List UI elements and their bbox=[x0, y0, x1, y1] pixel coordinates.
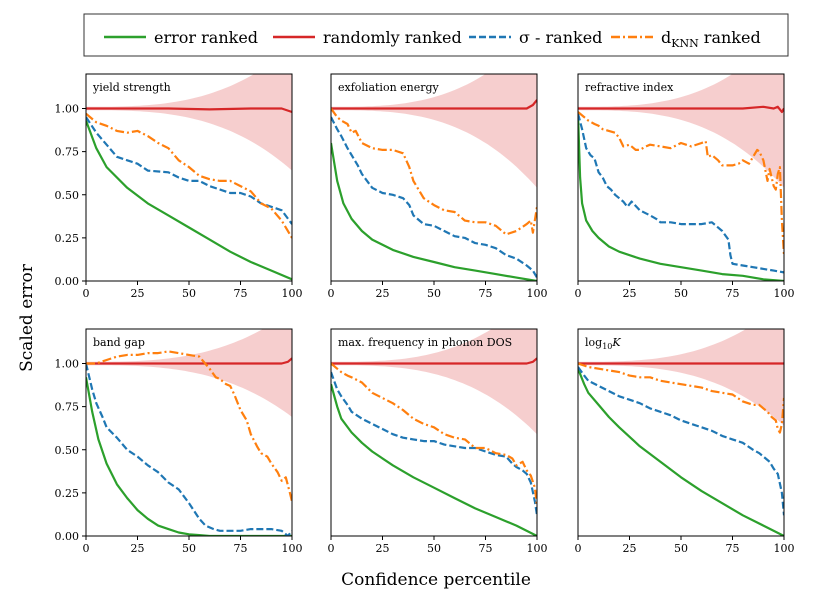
y-tick-label: 0.00 bbox=[55, 530, 80, 543]
series-sigma bbox=[331, 371, 537, 516]
panel-title: exfoliation energy bbox=[338, 81, 440, 94]
random-band bbox=[331, 74, 537, 188]
panel-3: refractive index 0 25 50 75 100 bbox=[575, 73, 795, 300]
legend: error ranked randomly ranked σ - ranked dKN… bbox=[83, 13, 789, 57]
panel-title: log10K bbox=[585, 336, 621, 351]
panel-title: refractive index bbox=[585, 81, 674, 94]
y-tick-label: 0.75 bbox=[55, 401, 80, 414]
series-sigma bbox=[578, 113, 784, 274]
legend-label-sigma: σ - ranked bbox=[519, 28, 602, 47]
series-error bbox=[331, 142, 537, 281]
x-tick-label: 50 bbox=[674, 542, 688, 555]
random-band bbox=[86, 74, 292, 171]
series-random bbox=[331, 357, 537, 365]
series-sigma bbox=[86, 363, 292, 536]
series-dknn bbox=[578, 362, 784, 434]
x-tick-label: 75 bbox=[726, 542, 740, 555]
series-random bbox=[86, 357, 292, 365]
x-tick-label: 25 bbox=[131, 287, 145, 300]
series-dknn bbox=[331, 362, 537, 507]
y-tick-label: 0.25 bbox=[55, 232, 80, 245]
series-random bbox=[86, 107, 292, 114]
x-tick-label: 50 bbox=[674, 287, 688, 300]
panel-2: exfoliation energy 0 25 50 75 100 bbox=[328, 73, 548, 300]
legend-label-random: randomly ranked bbox=[323, 28, 462, 47]
series-error bbox=[86, 120, 292, 281]
y-tick-label: 0.75 bbox=[55, 146, 80, 159]
panel-5: max. frequency in phonon DOS 0 25 50 75 100 bbox=[328, 328, 548, 555]
series-error bbox=[578, 368, 784, 536]
x-tick-label: 25 bbox=[623, 287, 637, 300]
x-tick-label: 75 bbox=[479, 542, 493, 555]
series-dknn bbox=[86, 112, 292, 239]
x-tick-label: 100 bbox=[282, 287, 303, 300]
series-random bbox=[331, 99, 537, 110]
series-dknn bbox=[331, 107, 537, 236]
x-tick-label: 25 bbox=[131, 542, 145, 555]
x-tick-label: 0 bbox=[575, 542, 582, 555]
series-random bbox=[578, 105, 784, 114]
x-tick-label: 50 bbox=[182, 542, 196, 555]
x-tick-label: 100 bbox=[527, 542, 548, 555]
y-tick-label: 0.00 bbox=[55, 275, 80, 288]
x-tick-label: 75 bbox=[479, 287, 493, 300]
series-error bbox=[331, 383, 537, 536]
panel-title: band gap bbox=[93, 336, 145, 349]
panel-6: log10K 0 25 50 75 100 bbox=[575, 328, 795, 555]
x-tick-label: 0 bbox=[83, 287, 90, 300]
y-tick-label: 1.00 bbox=[55, 358, 80, 371]
x-tick-label: 75 bbox=[234, 287, 248, 300]
series-dknn bbox=[578, 111, 784, 256]
panel-title: max. frequency in phonon DOS bbox=[338, 336, 512, 349]
series-error bbox=[578, 113, 784, 281]
x-tick-label: 100 bbox=[282, 542, 303, 555]
random-band bbox=[578, 329, 784, 426]
legend-label-error: error ranked bbox=[154, 28, 258, 47]
y-tick-label: 0.50 bbox=[55, 189, 80, 202]
x-tick-label: 100 bbox=[774, 542, 795, 555]
series-sigma bbox=[578, 366, 784, 516]
x-tick-label: 25 bbox=[376, 542, 390, 555]
panel-4: band gap 0 25 50 75 100 0.00 0.25 0.50 0.75 1.00 bbox=[55, 328, 303, 555]
x-tick-label: 50 bbox=[182, 287, 196, 300]
random-band bbox=[578, 74, 784, 188]
x-tick-label: 25 bbox=[623, 542, 637, 555]
y-tick-label: 1.00 bbox=[55, 103, 80, 116]
y-tick-label: 0.25 bbox=[55, 487, 80, 500]
series-error bbox=[86, 377, 292, 536]
random-band bbox=[331, 329, 537, 435]
x-tick-label: 100 bbox=[527, 287, 548, 300]
series-dknn bbox=[86, 350, 292, 502]
panels-grid: yield strength 0 25 50 75 100 0.00 0.25 0.50 0.75… bbox=[55, 73, 795, 555]
x-tick-label: 75 bbox=[726, 287, 740, 300]
x-tick-label: 0 bbox=[328, 287, 335, 300]
x-tick-label: 75 bbox=[234, 542, 248, 555]
y-axis-title: Scaled error bbox=[17, 263, 37, 372]
random-band bbox=[86, 329, 292, 417]
series-sigma bbox=[331, 116, 537, 279]
x-tick-label: 50 bbox=[427, 542, 441, 555]
y-tick-label: 0.50 bbox=[55, 444, 80, 457]
x-tick-label: 0 bbox=[575, 287, 582, 300]
x-axis-title: Confidence percentile bbox=[341, 570, 531, 590]
panel-title: yield strength bbox=[92, 81, 171, 94]
panel-1: yield strength 0 25 50 75 100 0.00 0.25 0.50 0.75… bbox=[55, 73, 303, 300]
x-tick-label: 0 bbox=[83, 542, 90, 555]
x-tick-label: 0 bbox=[328, 542, 335, 555]
x-tick-label: 100 bbox=[774, 287, 795, 300]
x-tick-label: 50 bbox=[427, 287, 441, 300]
x-tick-label: 25 bbox=[376, 287, 390, 300]
